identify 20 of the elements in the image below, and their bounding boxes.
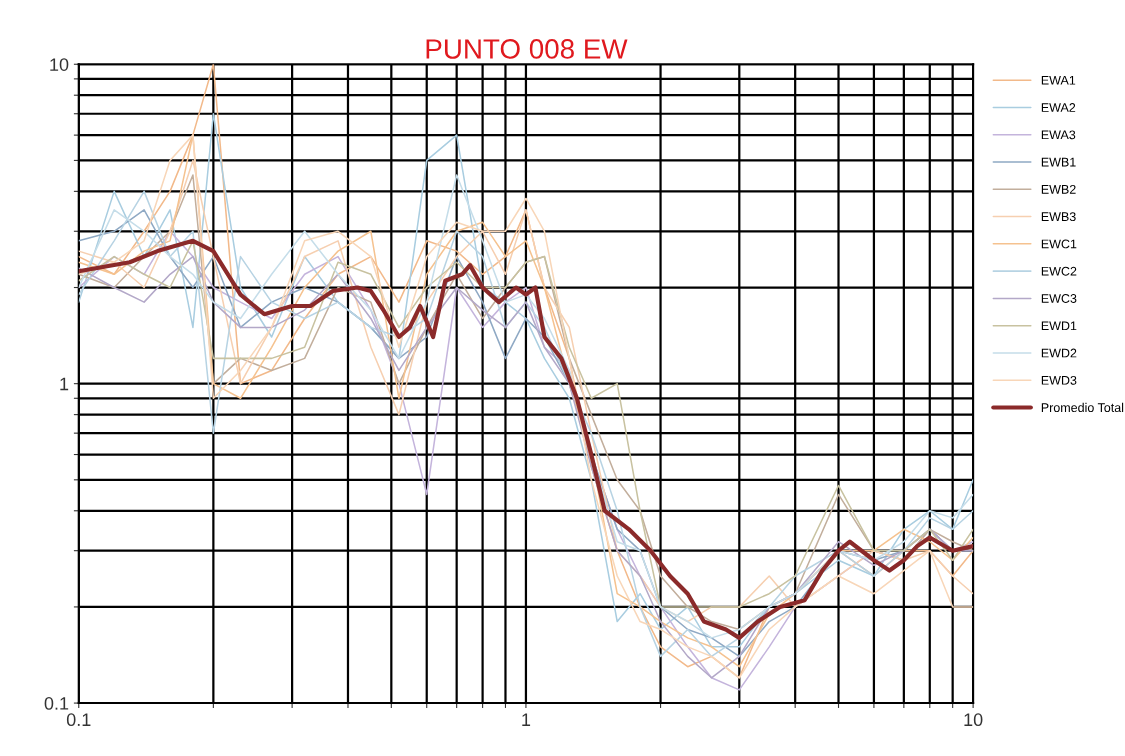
- y-tick-label: 10: [50, 58, 69, 71]
- y-tick-label: 1: [60, 377, 69, 391]
- legend-label: EWC3: [1041, 294, 1077, 303]
- legend-label: Promedio Total: [1041, 402, 1124, 413]
- x-tick-label: 0.1: [66, 713, 91, 727]
- legend-label: EWD2: [1041, 348, 1077, 358]
- chart-title: PUNTO 008 EW: [426, 39, 628, 59]
- legend-label: EWA3: [1041, 130, 1076, 140]
- y-tick-label: 0.1: [44, 697, 69, 710]
- legend-label: EWD1: [1041, 321, 1077, 331]
- legend-label: EWA2: [1041, 103, 1076, 112]
- legend-label: EWC2: [1041, 266, 1077, 276]
- x-tick-label: 1: [522, 713, 531, 726]
- legend-label: EWA1: [1041, 75, 1076, 85]
- legend-label: EWB2: [1041, 184, 1076, 194]
- legend-label: EWC1: [1041, 239, 1077, 249]
- x-tick-label: 10: [964, 713, 983, 727]
- legend-label: EWD3: [1041, 375, 1077, 385]
- legend-label: EWB1: [1041, 157, 1076, 167]
- legend-label: EWB3: [1041, 212, 1076, 222]
